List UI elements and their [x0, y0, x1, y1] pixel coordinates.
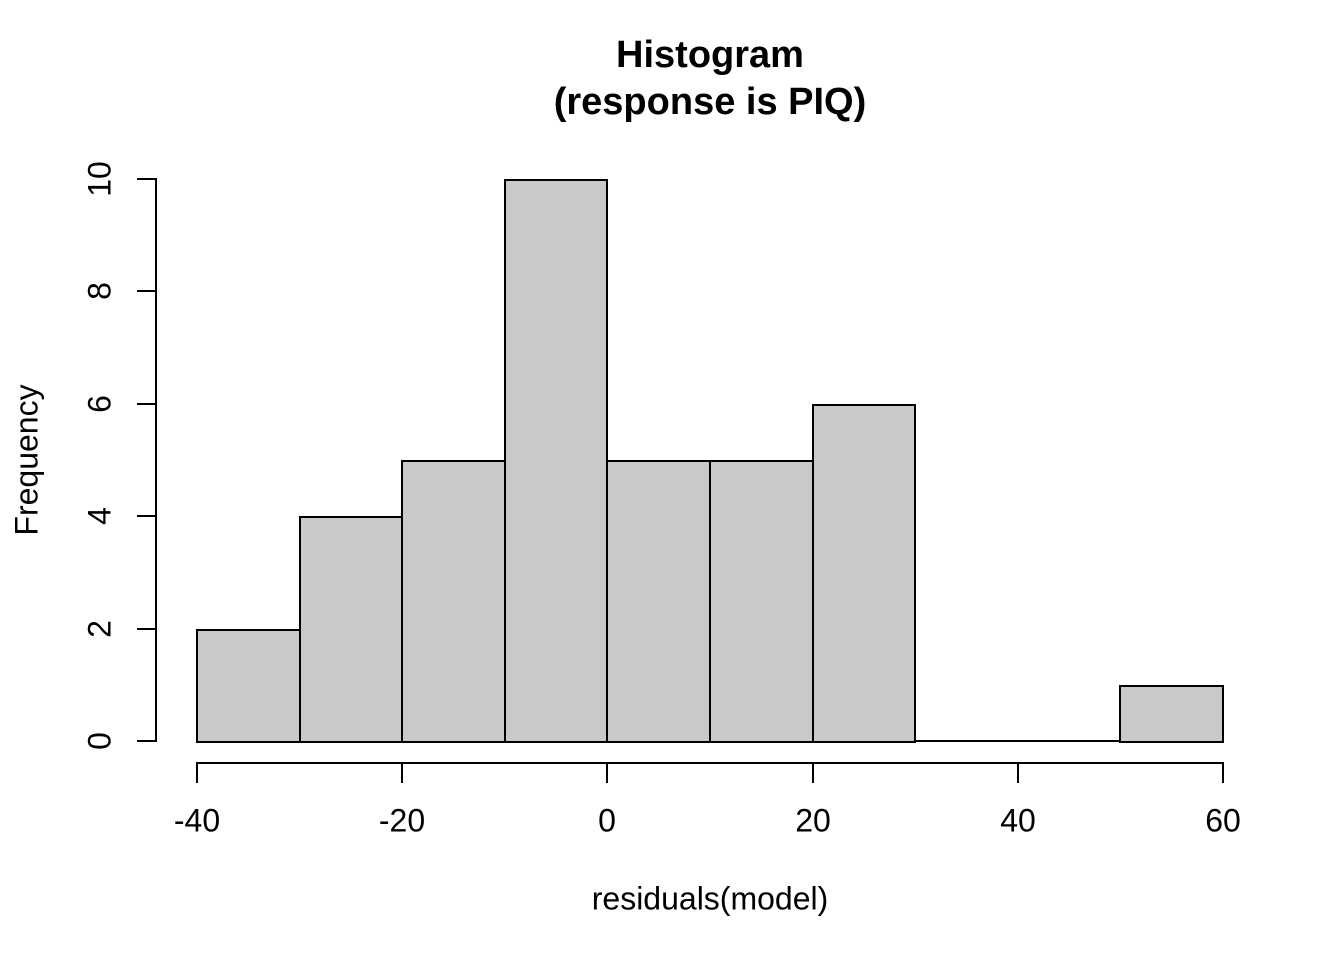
x-tick-mark	[1222, 763, 1224, 783]
x-tick-label: 0	[598, 802, 616, 839]
histogram-bar	[196, 629, 301, 743]
x-tick-label: -40	[173, 802, 221, 839]
y-tick-label: 2	[81, 620, 118, 638]
histogram-bar	[606, 460, 711, 743]
y-tick-label: 8	[81, 282, 118, 300]
y-tick-mark	[137, 178, 157, 180]
y-tick-label: 6	[81, 395, 118, 413]
histogram-bar	[401, 460, 506, 743]
x-tick-label: 20	[795, 802, 831, 839]
y-tick-label: 10	[81, 161, 118, 197]
x-tick-mark	[812, 763, 814, 783]
chart-title: Histogram (response is PIQ)	[554, 32, 867, 126]
histogram-bar	[709, 460, 814, 743]
chart-title-line1: Histogram	[616, 34, 804, 76]
x-tick-label: 60	[1205, 802, 1241, 839]
y-axis-title: Frequency	[8, 384, 45, 536]
x-axis-title: residuals(model)	[591, 880, 829, 917]
x-tick-mark	[196, 763, 198, 783]
x-tick-mark	[401, 763, 403, 783]
histogram-bar	[812, 404, 916, 743]
y-tick-label: 0	[81, 732, 118, 750]
y-tick-mark	[137, 403, 157, 405]
x-tick-mark	[1017, 763, 1019, 783]
histogram-bar	[1119, 685, 1224, 743]
y-tick-label: 4	[81, 507, 118, 525]
y-tick-mark	[137, 628, 157, 630]
x-tick-label: -20	[378, 802, 426, 839]
histogram-bar	[504, 179, 608, 743]
y-axis-line	[155, 178, 157, 742]
y-tick-mark	[137, 740, 157, 742]
x-axis-line	[196, 762, 1224, 764]
x-tick-label: 40	[1000, 802, 1036, 839]
x-tick-mark	[606, 763, 608, 783]
histogram-bar	[299, 516, 403, 743]
y-tick-mark	[137, 290, 157, 292]
chart-title-line2: (response is PIQ)	[553, 81, 867, 123]
y-tick-mark	[137, 515, 157, 517]
